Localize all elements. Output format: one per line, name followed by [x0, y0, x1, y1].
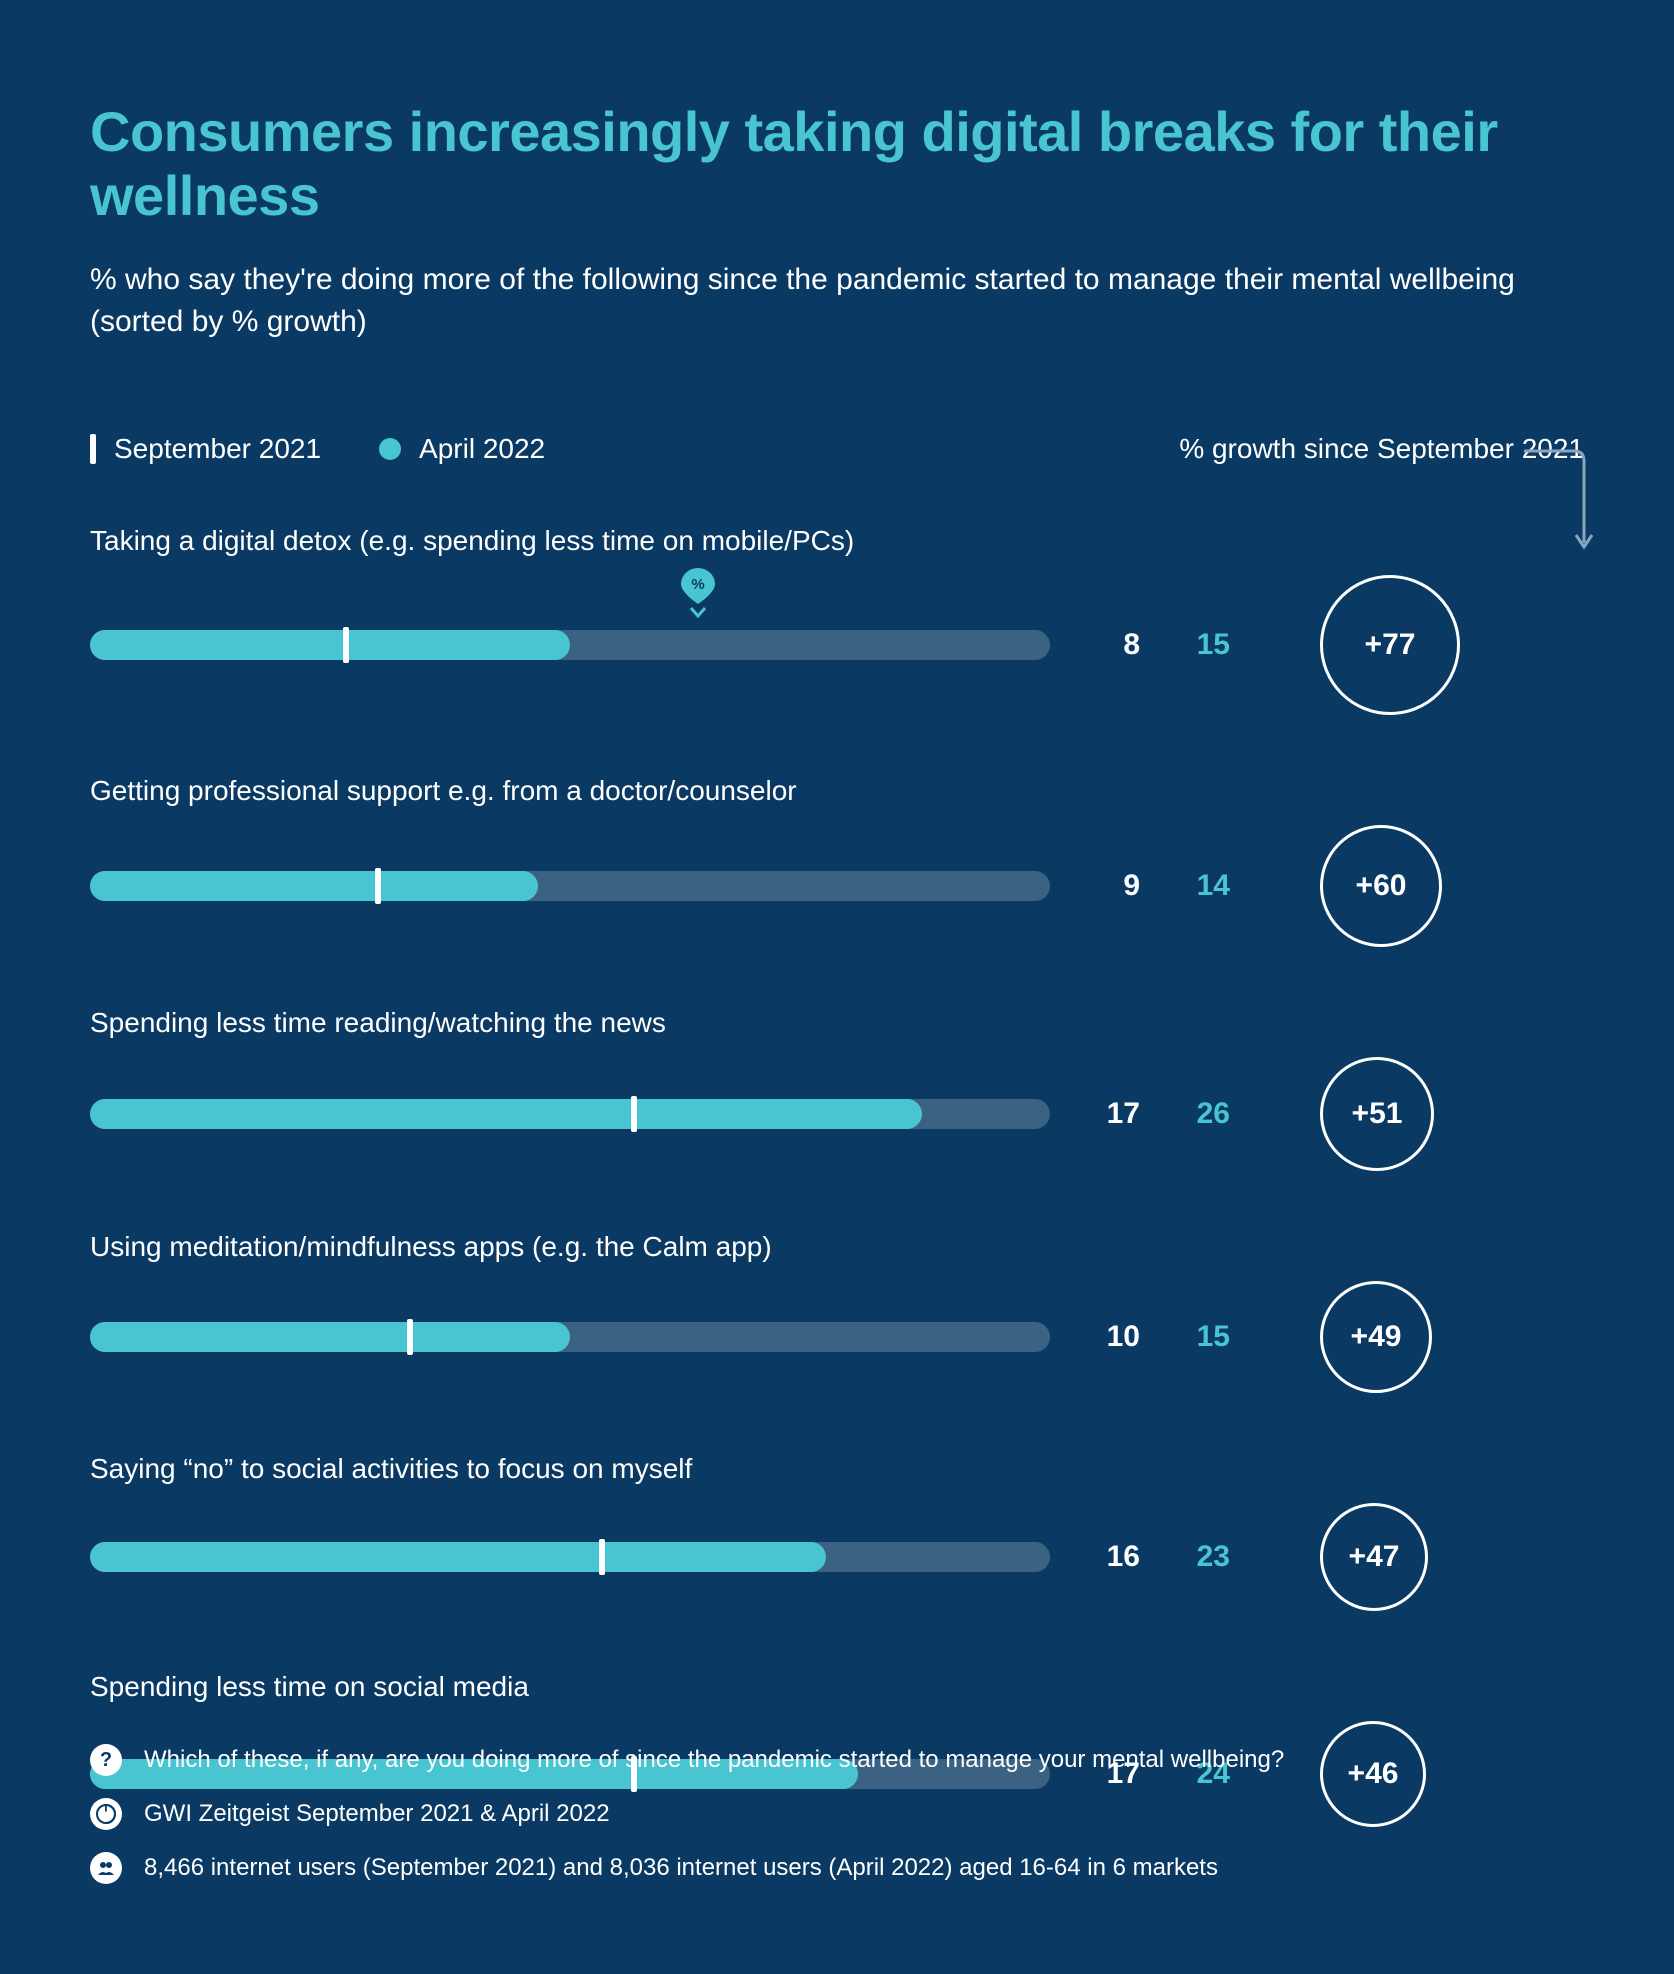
value-apr: 15: [1170, 628, 1230, 662]
bar-tick: [631, 1096, 637, 1132]
legend-sep-label: September 2021: [114, 433, 321, 465]
bar-track: [90, 1322, 1050, 1352]
chart-row: Taking a digital detox (e.g. spending le…: [90, 525, 1584, 715]
row-body: 10 15 +49: [90, 1281, 1584, 1393]
growth-circle: +49: [1320, 1281, 1432, 1393]
value-apr: 23: [1170, 1540, 1230, 1574]
bar-tick: [375, 868, 381, 904]
growth-arrow-icon: [1524, 443, 1594, 563]
chart-rows: Taking a digital detox (e.g. spending le…: [90, 525, 1584, 1827]
bar-fill: [90, 1542, 826, 1572]
row-body: % 8 15 +77: [90, 575, 1584, 715]
value-apr: 14: [1170, 869, 1230, 903]
chart-title: Consumers increasingly taking digital br…: [90, 100, 1584, 229]
bar-fill: [90, 1099, 922, 1129]
growth-circle: +60: [1320, 825, 1442, 947]
value-sep: 16: [1080, 1540, 1140, 1574]
bar-fill: [90, 630, 570, 660]
row-body: 17 26 +51: [90, 1057, 1584, 1171]
legend-tick-icon: [90, 434, 96, 464]
source-icon: [90, 1798, 122, 1830]
row-label: Getting professional support e.g. from a…: [90, 775, 1584, 807]
chart-row: Saying “no” to social activities to focu…: [90, 1453, 1584, 1611]
row-label: Saying “no” to social activities to focu…: [90, 1453, 1584, 1485]
chart-row: Getting professional support e.g. from a…: [90, 775, 1584, 947]
sample-icon: [90, 1852, 122, 1884]
bar-track: [90, 1542, 1050, 1572]
growth-circle: +46: [1320, 1721, 1426, 1827]
bar-fill: [90, 1322, 570, 1352]
growth-circle: +77: [1320, 575, 1460, 715]
value-apr: 15: [1170, 1320, 1230, 1354]
value-sep: 9: [1080, 869, 1140, 903]
footer-sample-text: 8,466 internet users (September 2021) an…: [144, 1854, 1218, 1882]
growth-circle: +47: [1320, 1503, 1428, 1611]
row-body: 16 23 +47: [90, 1503, 1584, 1611]
value-sep: 17: [1080, 1097, 1140, 1131]
value-apr: 26: [1170, 1097, 1230, 1131]
value-sep: 10: [1080, 1320, 1140, 1354]
footer-question: ? Which of these, if any, are you doing …: [90, 1744, 1284, 1776]
footer-source-text: GWI Zeitgeist September 2021 & April 202…: [144, 1800, 610, 1828]
bar-tick: [407, 1319, 413, 1355]
footer-question-text: Which of these, if any, are you doing mo…: [144, 1746, 1284, 1774]
footer: ? Which of these, if any, are you doing …: [90, 1744, 1284, 1884]
legend-apr-label: April 2022: [419, 433, 545, 465]
growth-circle: +51: [1320, 1057, 1434, 1171]
percent-marker-icon: %: [681, 568, 715, 623]
svg-text:%: %: [691, 576, 704, 593]
bar-track: [90, 1099, 1050, 1129]
bar-track: %: [90, 630, 1050, 660]
chart-row: Spending less time reading/watching the …: [90, 1007, 1584, 1171]
row-label: Spending less time reading/watching the …: [90, 1007, 1584, 1039]
row-label: Using meditation/mindfulness apps (e.g. …: [90, 1231, 1584, 1263]
legend-row: September 2021 April 2022 % growth since…: [90, 433, 1584, 465]
row-label: Taking a digital detox (e.g. spending le…: [90, 525, 1584, 557]
footer-sample: 8,466 internet users (September 2021) an…: [90, 1852, 1284, 1884]
question-icon: ?: [90, 1744, 122, 1776]
bar-fill: [90, 871, 538, 901]
value-sep: 8: [1080, 628, 1140, 662]
bar-track: [90, 871, 1050, 901]
legend-left: September 2021 April 2022: [90, 433, 545, 465]
row-label: Spending less time on social media: [90, 1671, 1584, 1703]
chart-row: Using meditation/mindfulness apps (e.g. …: [90, 1231, 1584, 1393]
footer-source: GWI Zeitgeist September 2021 & April 202…: [90, 1798, 1284, 1830]
legend-dot-icon: [379, 438, 401, 460]
chart-subtitle: % who say they're doing more of the foll…: [90, 259, 1584, 343]
bar-tick: [599, 1539, 605, 1575]
row-body: 9 14 +60: [90, 825, 1584, 947]
bar-tick: [343, 627, 349, 663]
